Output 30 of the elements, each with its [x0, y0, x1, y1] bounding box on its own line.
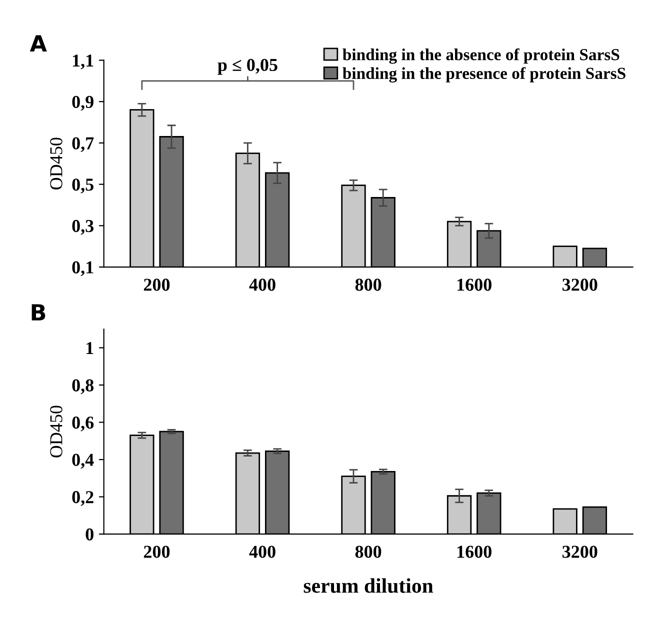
x-tick-label: 3200 [562, 278, 598, 291]
legend-label: binding in the absence of protein SarsS [342, 48, 620, 64]
y-tick-label: 0,1 [72, 261, 94, 276]
y-axis-title: OD450 [50, 406, 62, 458]
x-tick-label: 800 [355, 278, 382, 291]
x-tick-label: 3200 [562, 546, 598, 558]
y-tick-label: 0 [86, 528, 94, 540]
x-tick-label: 800 [355, 546, 382, 558]
chart-title: A [30, 35, 47, 52]
y-tick-label: 0,2 [72, 491, 94, 506]
y-tick-label: 0,7 [72, 137, 94, 152]
y-tick-label: 0,6 [72, 416, 94, 432]
annotation: p ≤ 0,05 [218, 58, 278, 75]
y-tick-label: 0,5 [72, 178, 94, 194]
x-tick-label: 400 [249, 546, 276, 558]
x-tick-label: 200 [144, 546, 170, 558]
x-tick-label: 200 [144, 278, 170, 291]
y-tick-label: 1,1 [72, 54, 94, 70]
x-tick-label: 1600 [457, 278, 492, 291]
x-tick-label: 400 [249, 278, 276, 291]
y-tick-label: 0,4 [72, 454, 94, 469]
y-tick-label: 0,9 [72, 96, 94, 111]
y-tick-label: 1 [86, 342, 94, 354]
chart-title: B [32, 304, 46, 320]
y-tick-label: 0,3 [72, 220, 94, 235]
legend-label: binding in the presence of protein SarsS [342, 67, 626, 83]
y-tick-label: 0,8 [72, 379, 94, 394]
y-axis-title: OD450 [50, 138, 62, 190]
x-axis-title: serum dilution [304, 578, 434, 593]
x-tick-label: 1600 [457, 546, 492, 558]
